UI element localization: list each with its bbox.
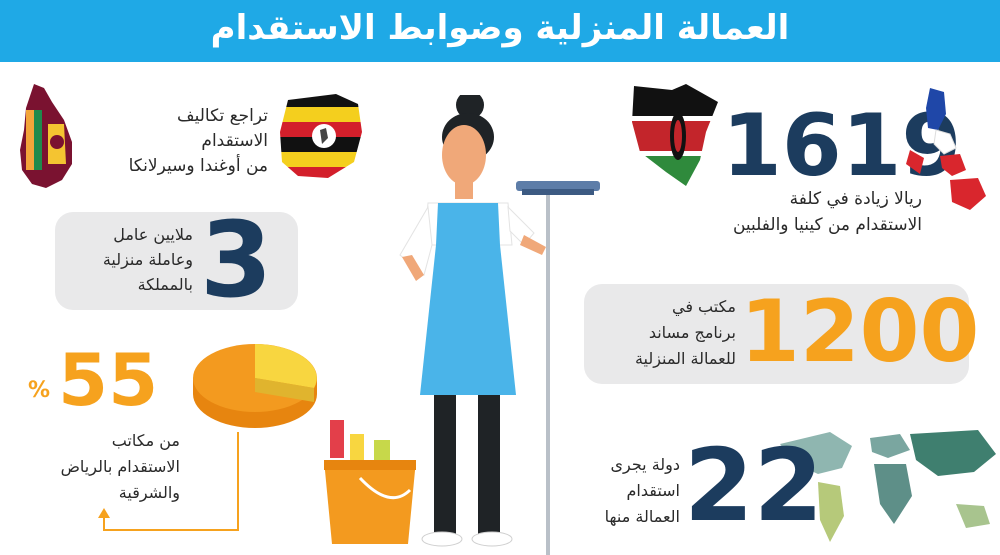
sri-lanka-flag-map-icon — [20, 84, 72, 188]
kenya-philippines-line2: الاستقدام من كينيا والفلبين — [732, 215, 922, 235]
kenya-flag-map-icon — [632, 84, 718, 186]
kenya-philippines-number: 1619 — [722, 96, 962, 196]
workers-number: 3 — [200, 199, 273, 321]
workers-text: ملايين عامل وعاملة منزلية بالمملكة — [68, 222, 193, 297]
uganda-srilanka-line3: من أوغندا وسيرلانكا — [128, 156, 268, 176]
riyadh-number: 55 — [58, 338, 159, 422]
riyadh-line3: والشرقية — [118, 483, 180, 502]
pie-chart-icon — [193, 344, 317, 428]
offices-line1: مكتب في — [671, 297, 736, 316]
countries-line2: استقدام — [626, 481, 680, 500]
workers-line2: وعاملة منزلية — [102, 250, 193, 269]
countries-text: دولة يجرى استقدام العمالة منها — [558, 452, 680, 530]
percent-sign: % — [28, 378, 51, 403]
uganda-srilanka-line2: الاستقدام — [201, 131, 268, 151]
page-title: العمالة المنزلية وضوابط الاستقدام — [210, 8, 790, 48]
housekeeper-illustration — [399, 95, 600, 555]
workers-line3: بالمملكة — [137, 275, 193, 294]
countries-line1: دولة يجرى — [610, 455, 680, 474]
riyadh-text: من مكاتب الاستقدام بالرياض والشرقية — [20, 428, 180, 506]
offices-line2: برنامج مساند — [648, 323, 736, 342]
offices-number: 1200 — [740, 282, 980, 382]
header-banner: العمالة المنزلية وضوابط الاستقدام — [0, 0, 1000, 62]
offices-stat-card — [584, 284, 969, 384]
kenya-philippines-line1: ريالا زيادة في كلفة — [789, 189, 922, 209]
countries-line3: العمالة منها — [604, 507, 680, 526]
uganda-flag-map-icon — [280, 94, 362, 178]
countries-number: 22 — [684, 427, 824, 544]
uganda-srilanka-line1: تراجع تكاليف — [176, 106, 268, 126]
riyadh-line2: الاستقدام بالرياض — [60, 457, 180, 476]
cleaning-bucket-icon — [324, 420, 416, 544]
offices-text: مكتب في برنامج مساند للعمالة المنزلية — [590, 294, 736, 372]
broom-icon — [546, 185, 550, 555]
uganda-srilanka-text: تراجع تكاليف الاستقدام من أوغندا وسيرلان… — [90, 104, 268, 179]
world-map-icon — [780, 430, 996, 542]
philippines-flag-map-icon — [906, 88, 986, 210]
kenya-philippines-text: ريالا زيادة في كلفة الاستقدام من كينيا و… — [700, 186, 922, 238]
workers-stat-card — [55, 212, 298, 310]
offices-line3: للعمالة المنزلية — [634, 349, 736, 368]
riyadh-line1: من مكاتب — [111, 431, 180, 450]
workers-line1: ملايين عامل — [113, 225, 193, 244]
connector-arrow-icon — [98, 432, 239, 531]
